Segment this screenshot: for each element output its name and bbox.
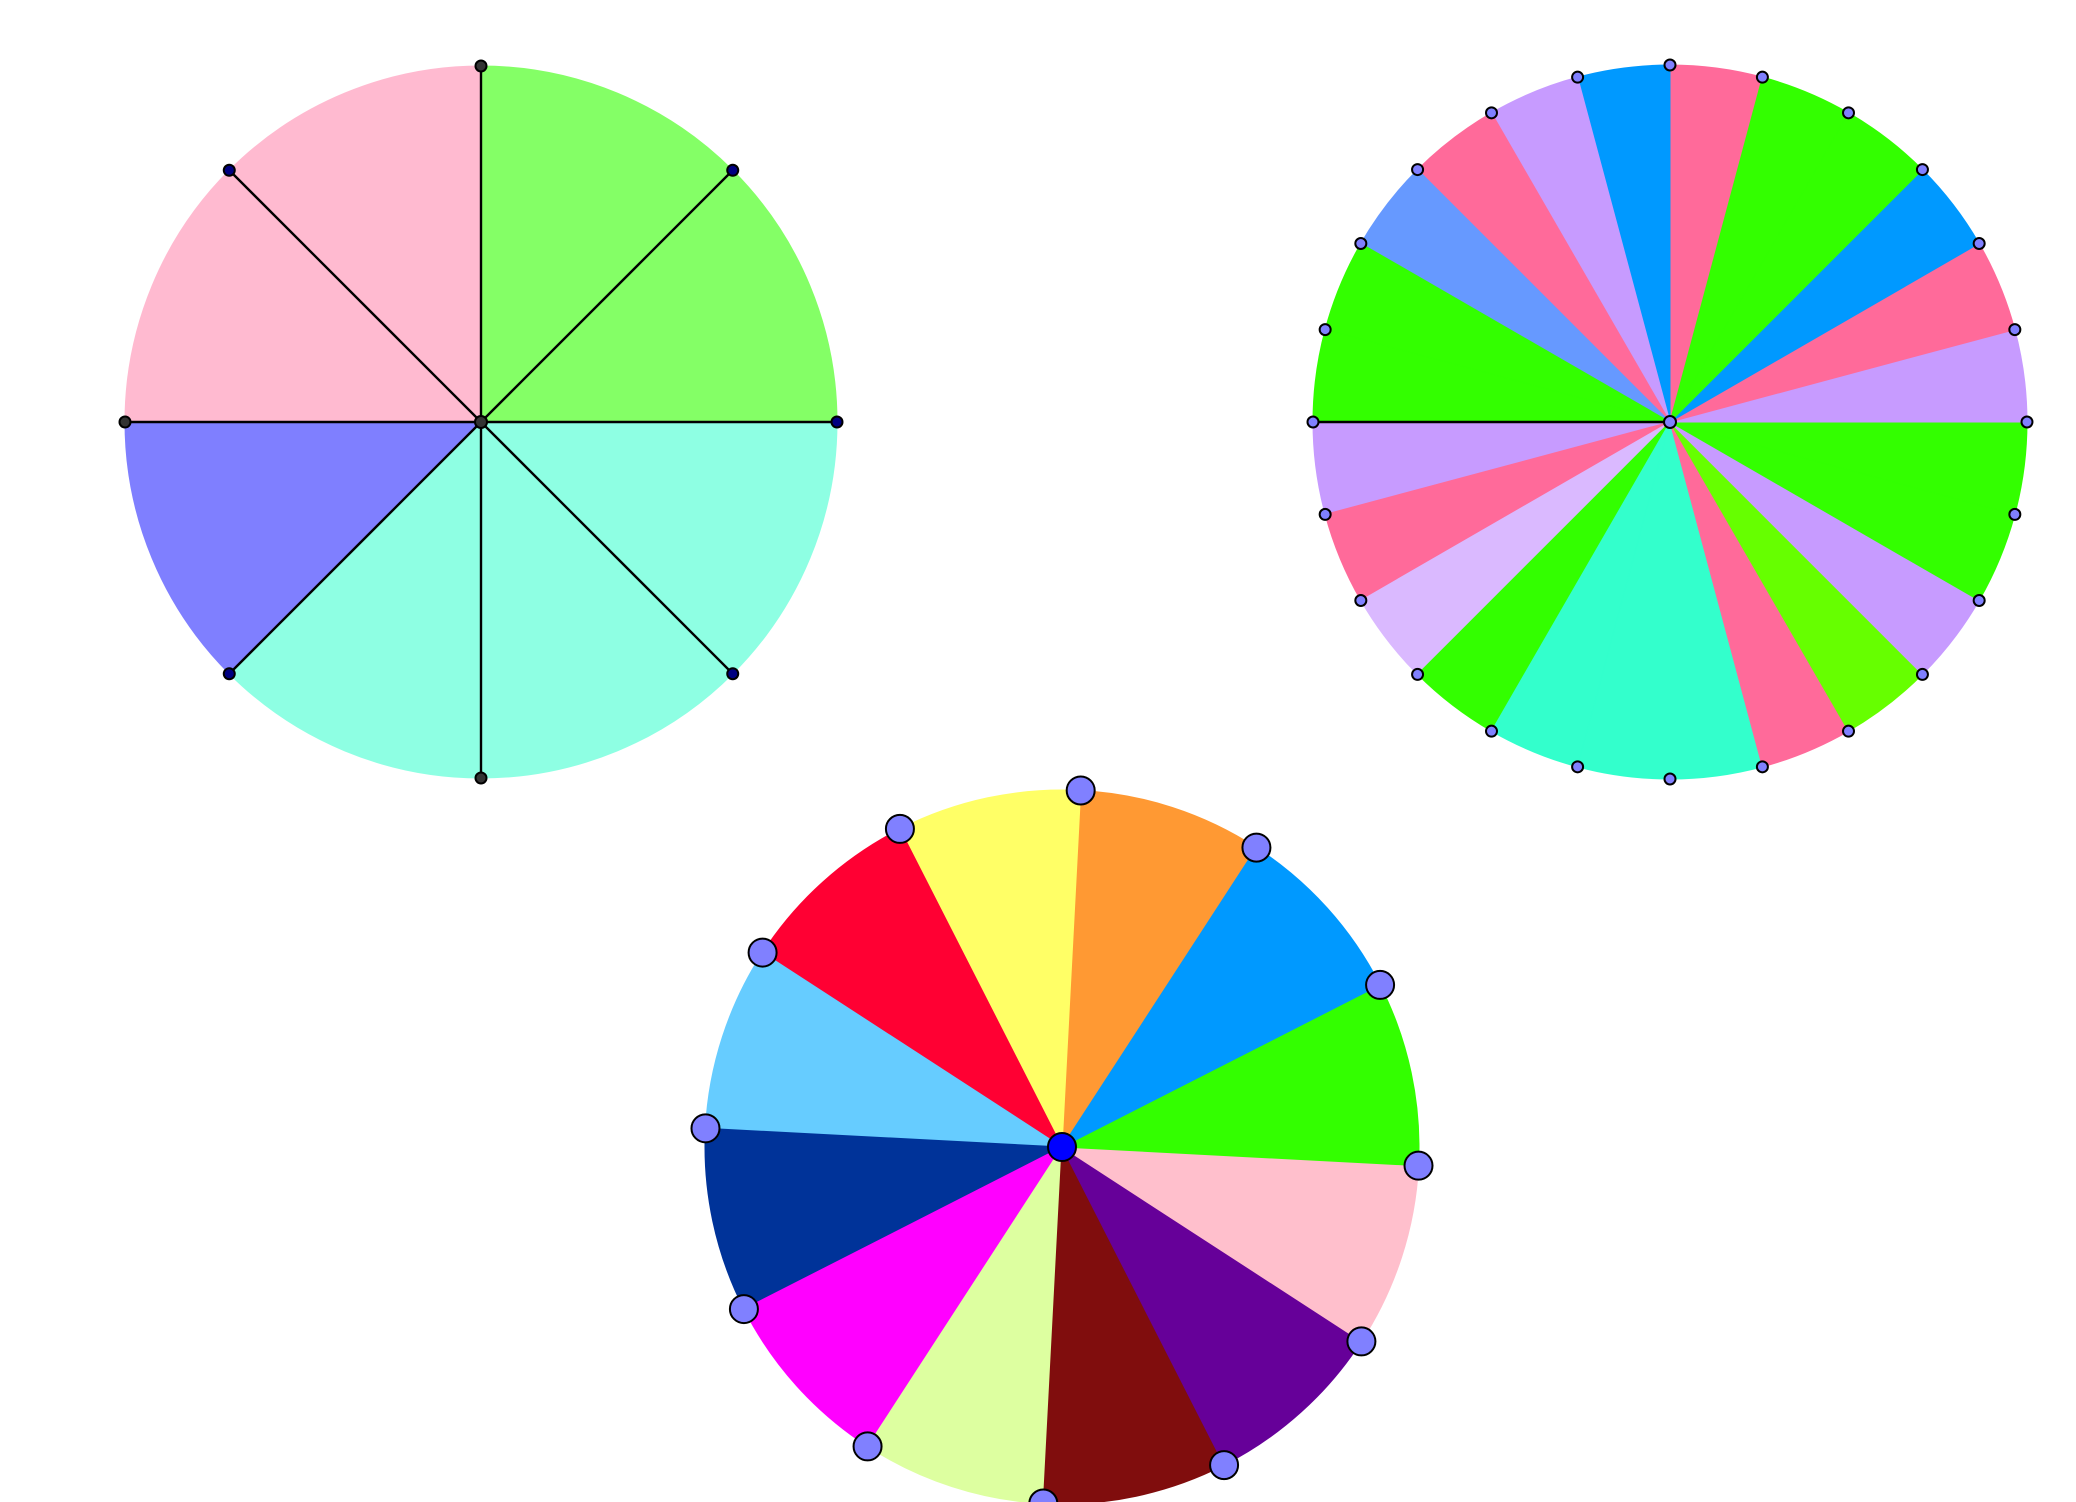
wheel-12-point-8[interactable] <box>1028 1488 1059 1502</box>
wheel-24-point-5[interactable] <box>1411 163 1425 177</box>
wheel-8-point-6[interactable] <box>222 667 236 681</box>
wheel-24-point-3[interactable] <box>1571 70 1585 84</box>
wheel-8-point-5[interactable] <box>118 415 132 429</box>
wheel-8-spoke-2 <box>480 169 734 423</box>
wheel-8-center-point[interactable] <box>474 415 488 429</box>
wheel-24-point-10[interactable] <box>1354 594 1368 607</box>
wheel-24-point-17[interactable] <box>1915 667 1929 681</box>
wheel-12-point-5[interactable] <box>690 1113 721 1144</box>
wheel-24-point-18[interactable] <box>1972 594 1986 607</box>
wheel-8-sector-8 <box>479 421 838 675</box>
wheel-24 <box>1306 58 2034 786</box>
wheel-24-point-14[interactable] <box>1663 772 1677 786</box>
wheel-12-point-9[interactable] <box>1209 1450 1240 1481</box>
wheel-24-center-point[interactable] <box>1663 415 1677 429</box>
wheel-24-point-6[interactable] <box>1354 237 1368 250</box>
wheel-24-point-20[interactable] <box>2020 415 2034 429</box>
wheel-24-point-1[interactable] <box>1755 70 1769 84</box>
wheel-24-point-11[interactable] <box>1411 667 1425 681</box>
wheel-8 <box>118 59 844 785</box>
wheel-12-point-7[interactable] <box>852 1431 883 1462</box>
wheel-12-point-6[interactable] <box>728 1294 759 1325</box>
wheel-12-point-11[interactable] <box>1403 1150 1434 1181</box>
wheel-8-sector-2 <box>480 65 734 424</box>
wheel-12-point-3[interactable] <box>884 813 915 844</box>
wheel-24-point-24[interactable] <box>1842 106 1855 120</box>
wheel-24-point-22[interactable] <box>1972 237 1986 250</box>
wheel-12-point-10[interactable] <box>1346 1326 1377 1357</box>
wheel-24-point-23[interactable] <box>1915 163 1929 177</box>
wheel-8-spoke-6 <box>228 421 482 675</box>
wheel-24-point-16[interactable] <box>1842 724 1855 738</box>
wheel-24-point-13[interactable] <box>1571 760 1585 774</box>
wheel-12-center-point[interactable] <box>1047 1132 1077 1162</box>
wheel-12-point-4[interactable] <box>747 937 778 968</box>
wheel-12-point-1[interactable] <box>1241 832 1272 863</box>
wheel-24-point-7[interactable] <box>1318 323 1332 337</box>
wheel-8-sector-7 <box>480 420 734 779</box>
wheel-12-point-2[interactable] <box>1065 775 1096 806</box>
wheel-8-spoke-4 <box>228 169 482 423</box>
wheel-8-sector-5 <box>124 421 483 675</box>
wheel-24-point-9[interactable] <box>1318 507 1332 521</box>
wheel-24-point-8[interactable] <box>1306 415 1320 429</box>
wheel-24-point-19[interactable] <box>2008 507 2022 521</box>
wheel-8-spoke-8 <box>480 421 734 675</box>
wheel-8-sector-1 <box>479 169 838 423</box>
wheel-24-point-15[interactable] <box>1755 760 1769 774</box>
wheel-8-point-4[interactable] <box>222 163 236 177</box>
wheel-8-point-2[interactable] <box>726 163 740 177</box>
wheel-24-point-2[interactable] <box>1663 58 1677 72</box>
wheel-8-sector-4 <box>124 169 483 423</box>
wheel-24-point-12[interactable] <box>1485 724 1498 738</box>
wheel-12 <box>690 775 1434 1502</box>
wheel-8-point-7[interactable] <box>474 771 488 785</box>
wheel-8-point-3[interactable] <box>474 59 488 73</box>
wheel-12-point-12[interactable] <box>1365 969 1396 1000</box>
wheel-8-point-8[interactable] <box>726 667 740 681</box>
wheel-8-point-1[interactable] <box>830 415 844 429</box>
wheel-8-sector-6 <box>228 420 482 779</box>
wheel-24-point-21[interactable] <box>2008 323 2022 337</box>
wheel-8-sector-3 <box>228 65 482 424</box>
wheel-24-point-4[interactable] <box>1485 106 1498 120</box>
